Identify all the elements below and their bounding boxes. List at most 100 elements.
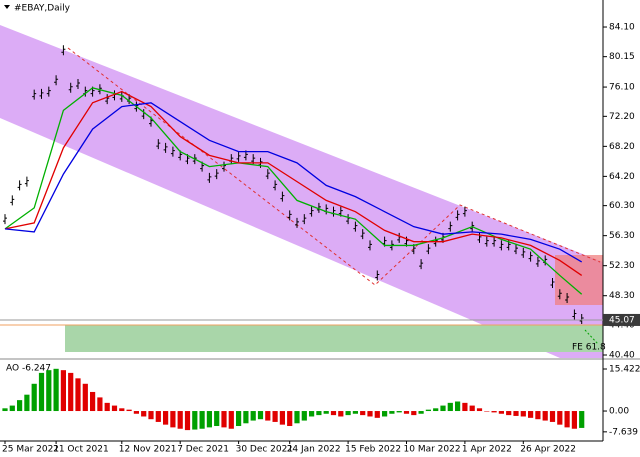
price-bar [207,172,212,183]
indicator-name: AO [6,364,19,374]
price-bar [528,251,533,262]
price-bar [17,180,22,191]
ao-bar [221,411,227,428]
ao-bar [236,411,242,427]
x-tick-label: 21 Oct 2021 [53,445,109,455]
menu-arrow [4,5,10,9]
ao-bar [491,411,497,413]
chart-title: #EBAY,Daily [14,4,71,14]
y-tick-label: 64.20 [609,172,635,182]
price-bar [535,256,540,267]
ao-bar [418,411,424,414]
price-bar [448,221,453,232]
price-bar [419,259,424,270]
ao-bar [75,378,81,412]
x-tick-label: 15 Feb 2022 [345,445,401,455]
ao-bar [433,408,439,412]
ao-bar [53,368,59,412]
ao-bar [265,411,271,421]
y-tick-label: 80.15 [609,52,635,62]
fe-label: FE 61.8 [572,343,606,353]
ao-bar [425,409,431,412]
ao-bar [294,411,300,424]
price-bar [54,75,59,86]
price-bar [3,214,7,225]
ao-bar [155,411,161,422]
y-tick-label: 40.40 [609,350,635,360]
ao-bar [279,411,285,425]
ao-bar [90,391,96,412]
ao-bar [352,411,358,414]
ao-bar [367,411,373,417]
y-tick-label: 15.422 [609,365,640,375]
ao-bar [148,411,154,420]
ao-bar [345,411,351,416]
price-bar [368,240,372,251]
ao-bar [141,411,147,417]
ao-bar [82,383,88,412]
price-bar [46,86,51,97]
y-tick-label: 60.30 [609,201,635,211]
price-bar [316,202,321,213]
ao-bar [330,411,337,416]
regression-channel [0,25,603,358]
price-bar [236,151,241,162]
ao-bar [309,411,315,417]
price-bar [550,277,555,288]
current-price-box [603,313,640,326]
ao-bar [38,372,45,412]
ao-bar [396,411,402,413]
ao-bar [192,411,198,430]
ao-bar [119,408,125,412]
ao-bar [382,411,388,417]
price-bar [302,214,307,225]
ao-bar [498,411,504,414]
price-bar [76,79,80,90]
price-bar [163,142,168,153]
price-bar [105,94,110,105]
ao-bar [17,400,23,412]
ao-bar [549,411,556,422]
ao-bar [403,411,410,414]
x-tick-label: 10 Mar 2022 [404,445,461,455]
moving-average [4,102,583,263]
x-tick-label: 25 Mar 2021 [2,445,59,455]
price-bar [499,240,504,251]
price-bar [557,289,562,300]
x-tick-label: 26 Apr 2022 [520,445,576,455]
ao-bar [250,411,256,421]
target-zone [65,325,603,352]
ao-bar [542,411,548,421]
price-bar [265,169,270,180]
ao-bar [68,372,74,412]
price-bar [170,146,175,157]
ao-bar [163,411,169,425]
indicator-value: -6.247 [22,364,51,374]
price-bar [353,221,358,232]
price-bar [214,169,219,180]
y-tick-label: -7.639 [609,427,638,437]
ao-bar [199,411,205,429]
price-bar [295,217,299,228]
price-bar [273,180,278,191]
ao-bar [447,402,453,412]
y-tick-label: 48.30 [609,291,635,301]
price-bar [484,236,489,247]
ao-bar [126,409,132,412]
price-bar [360,229,365,240]
price-bar [565,292,570,303]
ao-bar [557,411,563,425]
x-tick-label: 1 Apr 2022 [462,445,512,455]
price-bar [10,195,15,206]
ao-bar [228,411,234,429]
x-tick-label: 7 Dec 2021 [177,445,229,455]
y-tick-label: 84.10 [609,23,635,33]
ao-bar [338,411,344,417]
price-bar [462,206,467,217]
ao-bar [316,411,322,416]
ao-bar [9,405,15,412]
ao-bar [440,405,446,412]
ao-bar [469,405,475,412]
ao-bar [2,408,8,412]
